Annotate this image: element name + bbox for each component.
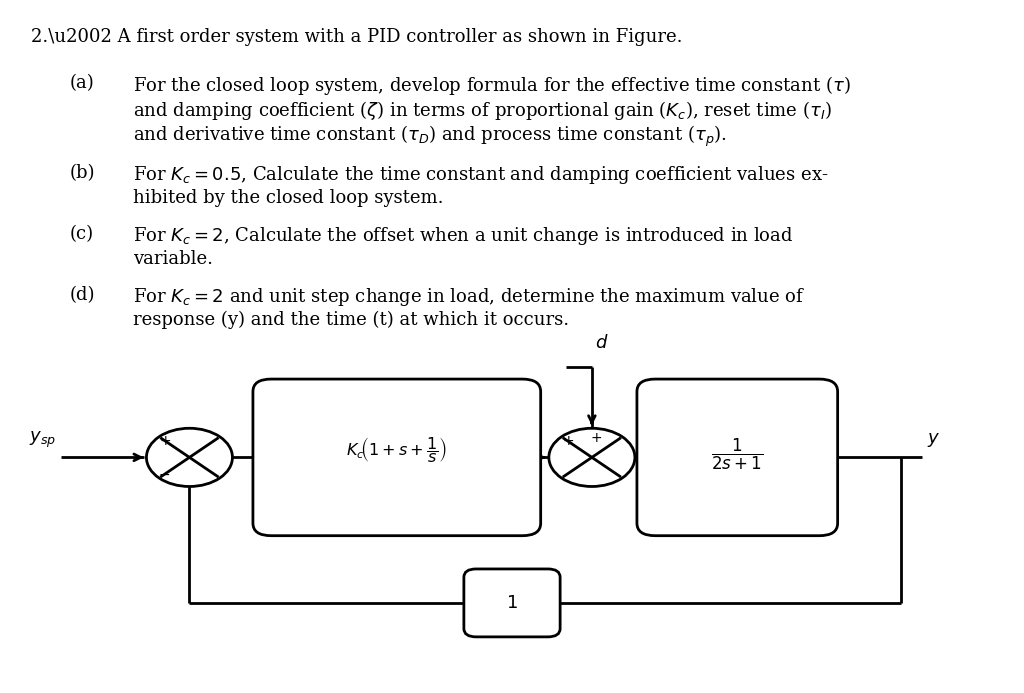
- Text: +: +: [562, 435, 574, 448]
- Text: variable.: variable.: [133, 250, 213, 268]
- Text: (a): (a): [70, 74, 94, 92]
- Text: For the closed loop system, develop formula for the effective time constant ($\t: For the closed loop system, develop form…: [133, 74, 851, 97]
- Text: $1$: $1$: [506, 594, 518, 612]
- Text: +: +: [591, 432, 602, 446]
- Text: and derivative time constant ($\tau_D$) and process time constant ($\tau_p$).: and derivative time constant ($\tau_D$) …: [133, 124, 727, 149]
- Text: For $K_c = 2$ and unit step change in load, determine the maximum value of: For $K_c = 2$ and unit step change in lo…: [133, 286, 806, 308]
- FancyBboxPatch shape: [464, 569, 560, 637]
- FancyBboxPatch shape: [253, 379, 541, 536]
- Circle shape: [549, 428, 635, 486]
- Text: For $K_c = 0.5$, Calculate the time constant and damping coefficient values ex-: For $K_c = 0.5$, Calculate the time cons…: [133, 164, 828, 186]
- Text: and damping coefficient ($\zeta$) in terms of proportional gain ($K_c$), reset t: and damping coefficient ($\zeta$) in ter…: [133, 99, 833, 122]
- Text: $K_c\!\left(1+s+\dfrac{1}{s}\right)$: $K_c\!\left(1+s+\dfrac{1}{s}\right)$: [346, 435, 447, 466]
- Text: +: +: [160, 435, 172, 448]
- Circle shape: [146, 428, 232, 486]
- Text: response (y) and the time (t) at which it occurs.: response (y) and the time (t) at which i…: [133, 311, 569, 329]
- Text: $y$: $y$: [927, 431, 940, 449]
- Text: $d$: $d$: [595, 334, 609, 352]
- Text: 2.\u2002 A first order system with a PID controller as shown in Figure.: 2.\u2002 A first order system with a PID…: [31, 28, 682, 46]
- Text: (c): (c): [70, 225, 94, 243]
- Text: $-$: $-$: [159, 467, 171, 481]
- Text: $\dfrac{1}{2s+1}$: $\dfrac{1}{2s+1}$: [711, 437, 764, 471]
- Text: For $K_c = 2$, Calculate the offset when a unit change is introduced in load: For $K_c = 2$, Calculate the offset when…: [133, 225, 794, 247]
- Text: (b): (b): [70, 164, 95, 182]
- Text: $y_{sp}$: $y_{sp}$: [30, 430, 56, 450]
- Text: hibited by the closed loop system.: hibited by the closed loop system.: [133, 189, 443, 207]
- FancyBboxPatch shape: [637, 379, 838, 536]
- Text: (d): (d): [70, 286, 95, 304]
